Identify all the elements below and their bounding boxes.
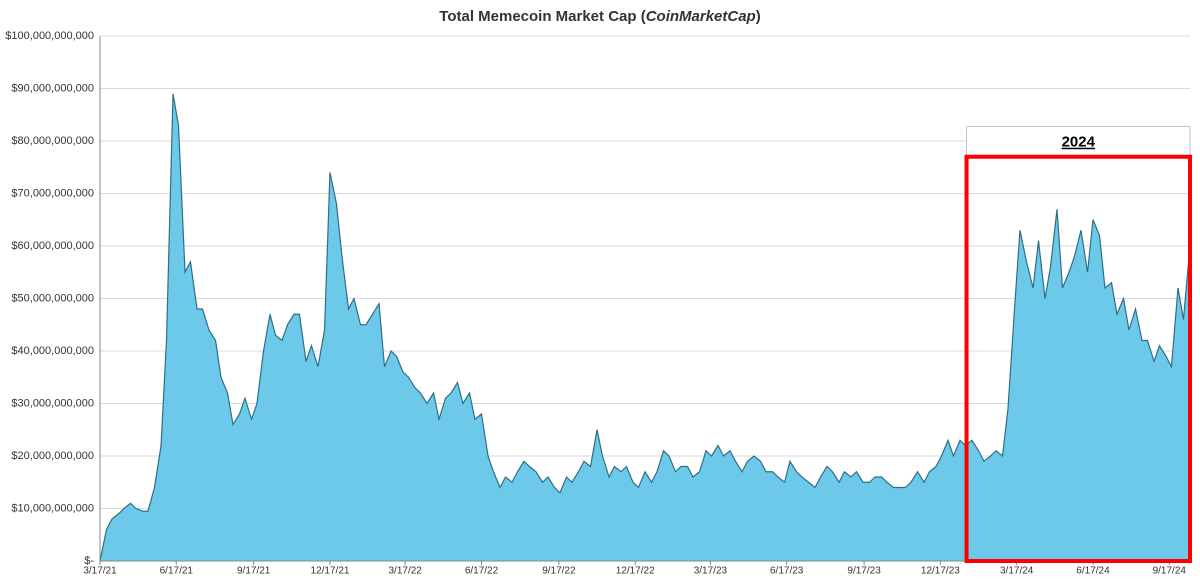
x-axis-tick-label: 6/17/24 <box>1076 565 1110 576</box>
chart-container: Total Memecoin Market Cap (CoinMarketCap… <box>0 0 1200 584</box>
x-axis-tick-label: 3/17/24 <box>1000 565 1034 576</box>
y-axis-tick-label: $80,000,000,000 <box>11 135 94 147</box>
y-axis-tick-label: $30,000,000,000 <box>11 397 94 409</box>
x-axis-tick-label: 3/17/22 <box>389 565 423 576</box>
x-axis-tick-label: 9/17/23 <box>847 565 881 576</box>
x-axis-tick-label: 9/17/24 <box>1153 565 1187 576</box>
chart-title: Total Memecoin Market Cap (CoinMarketCap… <box>0 8 1200 25</box>
highlight-label: 2024 <box>1062 134 1096 151</box>
x-axis-tick-label: 12/17/21 <box>311 565 350 576</box>
y-axis-tick-label: $60,000,000,000 <box>11 240 94 252</box>
y-axis-tick-label: $40,000,000,000 <box>11 345 94 357</box>
x-axis-tick-label: 12/17/22 <box>616 565 655 576</box>
x-axis-tick-label: 9/17/22 <box>542 565 576 576</box>
y-axis-tick-label: $100,000,000,000 <box>5 30 94 42</box>
chart-svg: $-$10,000,000,000$20,000,000,000$30,000,… <box>0 0 1200 584</box>
y-axis-tick-label: $70,000,000,000 <box>11 187 94 199</box>
y-axis-tick-label: $10,000,000,000 <box>11 502 94 514</box>
x-axis-tick-label: 3/17/21 <box>83 565 117 576</box>
x-axis-tick-label: 6/17/22 <box>465 565 499 576</box>
y-axis-tick-label: $50,000,000,000 <box>11 292 94 304</box>
x-axis-tick-label: 6/17/21 <box>160 565 194 576</box>
y-axis-tick-label: $20,000,000,000 <box>11 450 94 462</box>
y-axis-tick-label: $90,000,000,000 <box>11 82 94 94</box>
chart-title-italic: CoinMarketCap <box>646 8 756 25</box>
x-axis-tick-label: 12/17/23 <box>921 565 960 576</box>
x-axis-tick-label: 3/17/23 <box>694 565 728 576</box>
x-axis-tick-label: 6/17/23 <box>770 565 804 576</box>
x-axis-tick-label: 9/17/21 <box>237 565 271 576</box>
chart-title-prefix: Total Memecoin Market Cap ( <box>439 8 645 25</box>
chart-title-suffix: ) <box>756 8 761 25</box>
area-series <box>100 94 1190 561</box>
